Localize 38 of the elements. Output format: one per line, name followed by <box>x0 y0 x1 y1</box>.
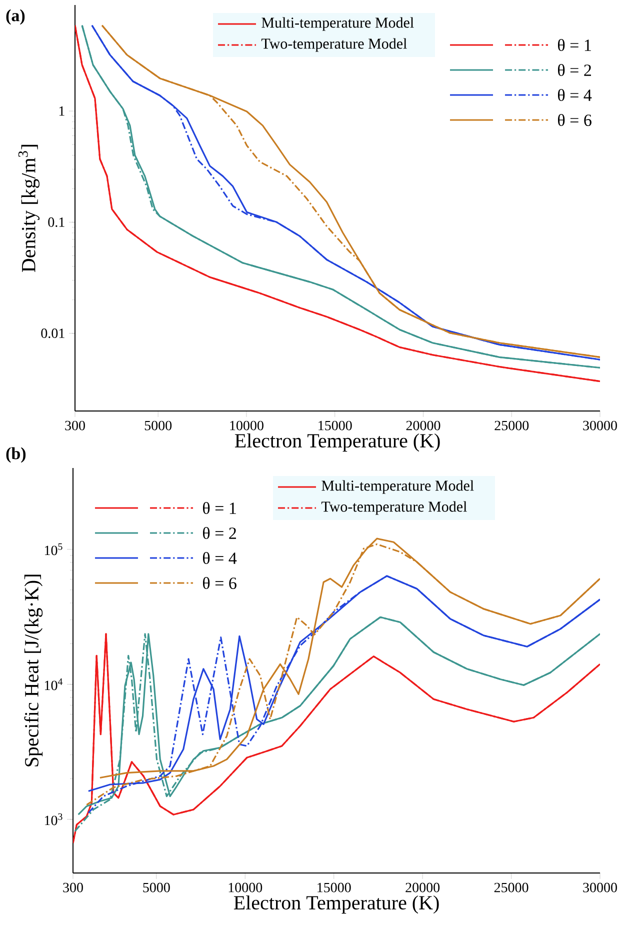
y-axis-title: Specific Heat [J/(kg·K)] <box>24 574 43 766</box>
x-tick-label: 25000 <box>494 882 528 892</box>
y-tick-label: 10$^{4}$ <box>44 678 63 690</box>
x-tick-label: 5000 <box>144 420 172 430</box>
x-tick-label: 15000 <box>318 882 351 892</box>
chart-title: (b) <box>6 447 26 463</box>
legend-label: θ = 2 <box>558 64 591 76</box>
y-tick-label: 0.1 <box>48 217 64 227</box>
legend-label: θ = 1 <box>558 38 591 52</box>
x-axis-title: Electron Temperature (K) <box>234 895 439 914</box>
annotation: Two-temperature Model <box>261 38 407 52</box>
x-tick-label: 10000 <box>230 420 264 430</box>
legend-label: θ = 1 <box>203 502 236 514</box>
annotation: Multi-temperature Model <box>322 480 474 494</box>
x-tick-label: 15000 <box>318 420 352 430</box>
y-tick-label: 1 <box>59 106 64 116</box>
y-tick-label: 10$^{3}$ <box>44 813 62 826</box>
legend-label: θ = 4 <box>203 552 237 564</box>
annotation: Two-temperature Model <box>321 501 467 515</box>
legend-label: θ = 6 <box>203 576 236 590</box>
x-tick-label: 300 <box>63 882 83 892</box>
y-tick-label: 10$^{5}$ <box>44 543 62 556</box>
x-tick-label: 300 <box>65 420 85 430</box>
x-axis-title: Electron Temperature (K) <box>234 433 440 452</box>
x-tick-label: 10000 <box>228 882 262 892</box>
x-tick-label: 25000 <box>494 420 529 430</box>
y-tick-label: 0.01 <box>41 328 64 338</box>
x-tick-label: 30000 <box>583 882 617 892</box>
x-tick-label: 5000 <box>143 882 170 892</box>
y-axis-title: Density [kg/m$^{3}$] <box>18 144 40 272</box>
legend-label: θ = 6 <box>558 114 592 126</box>
x-tick-label: 20000 <box>406 882 440 892</box>
x-tick-label: 20000 <box>406 420 440 430</box>
x-tick-label: 30000 <box>583 420 617 430</box>
chart-title: (a) <box>6 9 25 25</box>
legend-label: θ = 2 <box>203 526 236 540</box>
legend-label: θ = 4 <box>558 88 592 102</box>
annotation: Multi-temperature Model <box>262 17 414 31</box>
